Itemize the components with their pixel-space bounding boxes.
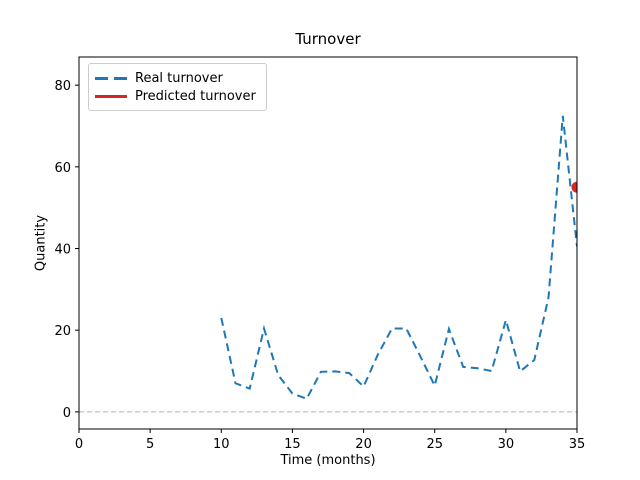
legend-item-real-turnover: Real turnover	[95, 69, 258, 87]
y-axis-tick-label: 0	[63, 406, 71, 421]
y-axis-tick-label: 60	[54, 161, 71, 176]
plot-border	[78, 56, 578, 430]
chart-title: Turnover	[295, 30, 361, 48]
legend: Real turnover Predicted turnover	[88, 63, 267, 111]
x-axis-tick-label: 30	[498, 437, 515, 452]
x-axis-tick-label: 5	[146, 437, 154, 452]
y-axis-tick-label: 80	[54, 79, 71, 94]
x-axis-tick-label: 20	[355, 437, 372, 452]
predicted-turnover-line-sample	[95, 94, 127, 98]
y-axis-tick-label: 20	[54, 324, 71, 339]
legend-label-predicted-turnover: Predicted turnover	[135, 88, 256, 104]
x-axis-tick-label: 35	[569, 437, 586, 452]
legend-item-predicted-turnover: Predicted turnover	[95, 87, 258, 105]
x-axis-tick-label: 25	[426, 437, 443, 452]
real-turnover-line-sample	[95, 76, 127, 80]
x-axis-tick-label: 15	[284, 437, 301, 452]
y-axis-label: Quantity	[33, 214, 49, 272]
real-turnover-line	[220, 115, 577, 401]
x-axis-tick-label: 10	[213, 437, 230, 452]
legend-label-real-turnover: Real turnover	[135, 70, 223, 86]
y-axis-tick-label: 40	[54, 243, 71, 258]
predicted-turnover-point	[571, 181, 577, 193]
x-axis-tick-label: 0	[75, 437, 83, 452]
x-axis-label: Time (months)	[280, 453, 376, 468]
